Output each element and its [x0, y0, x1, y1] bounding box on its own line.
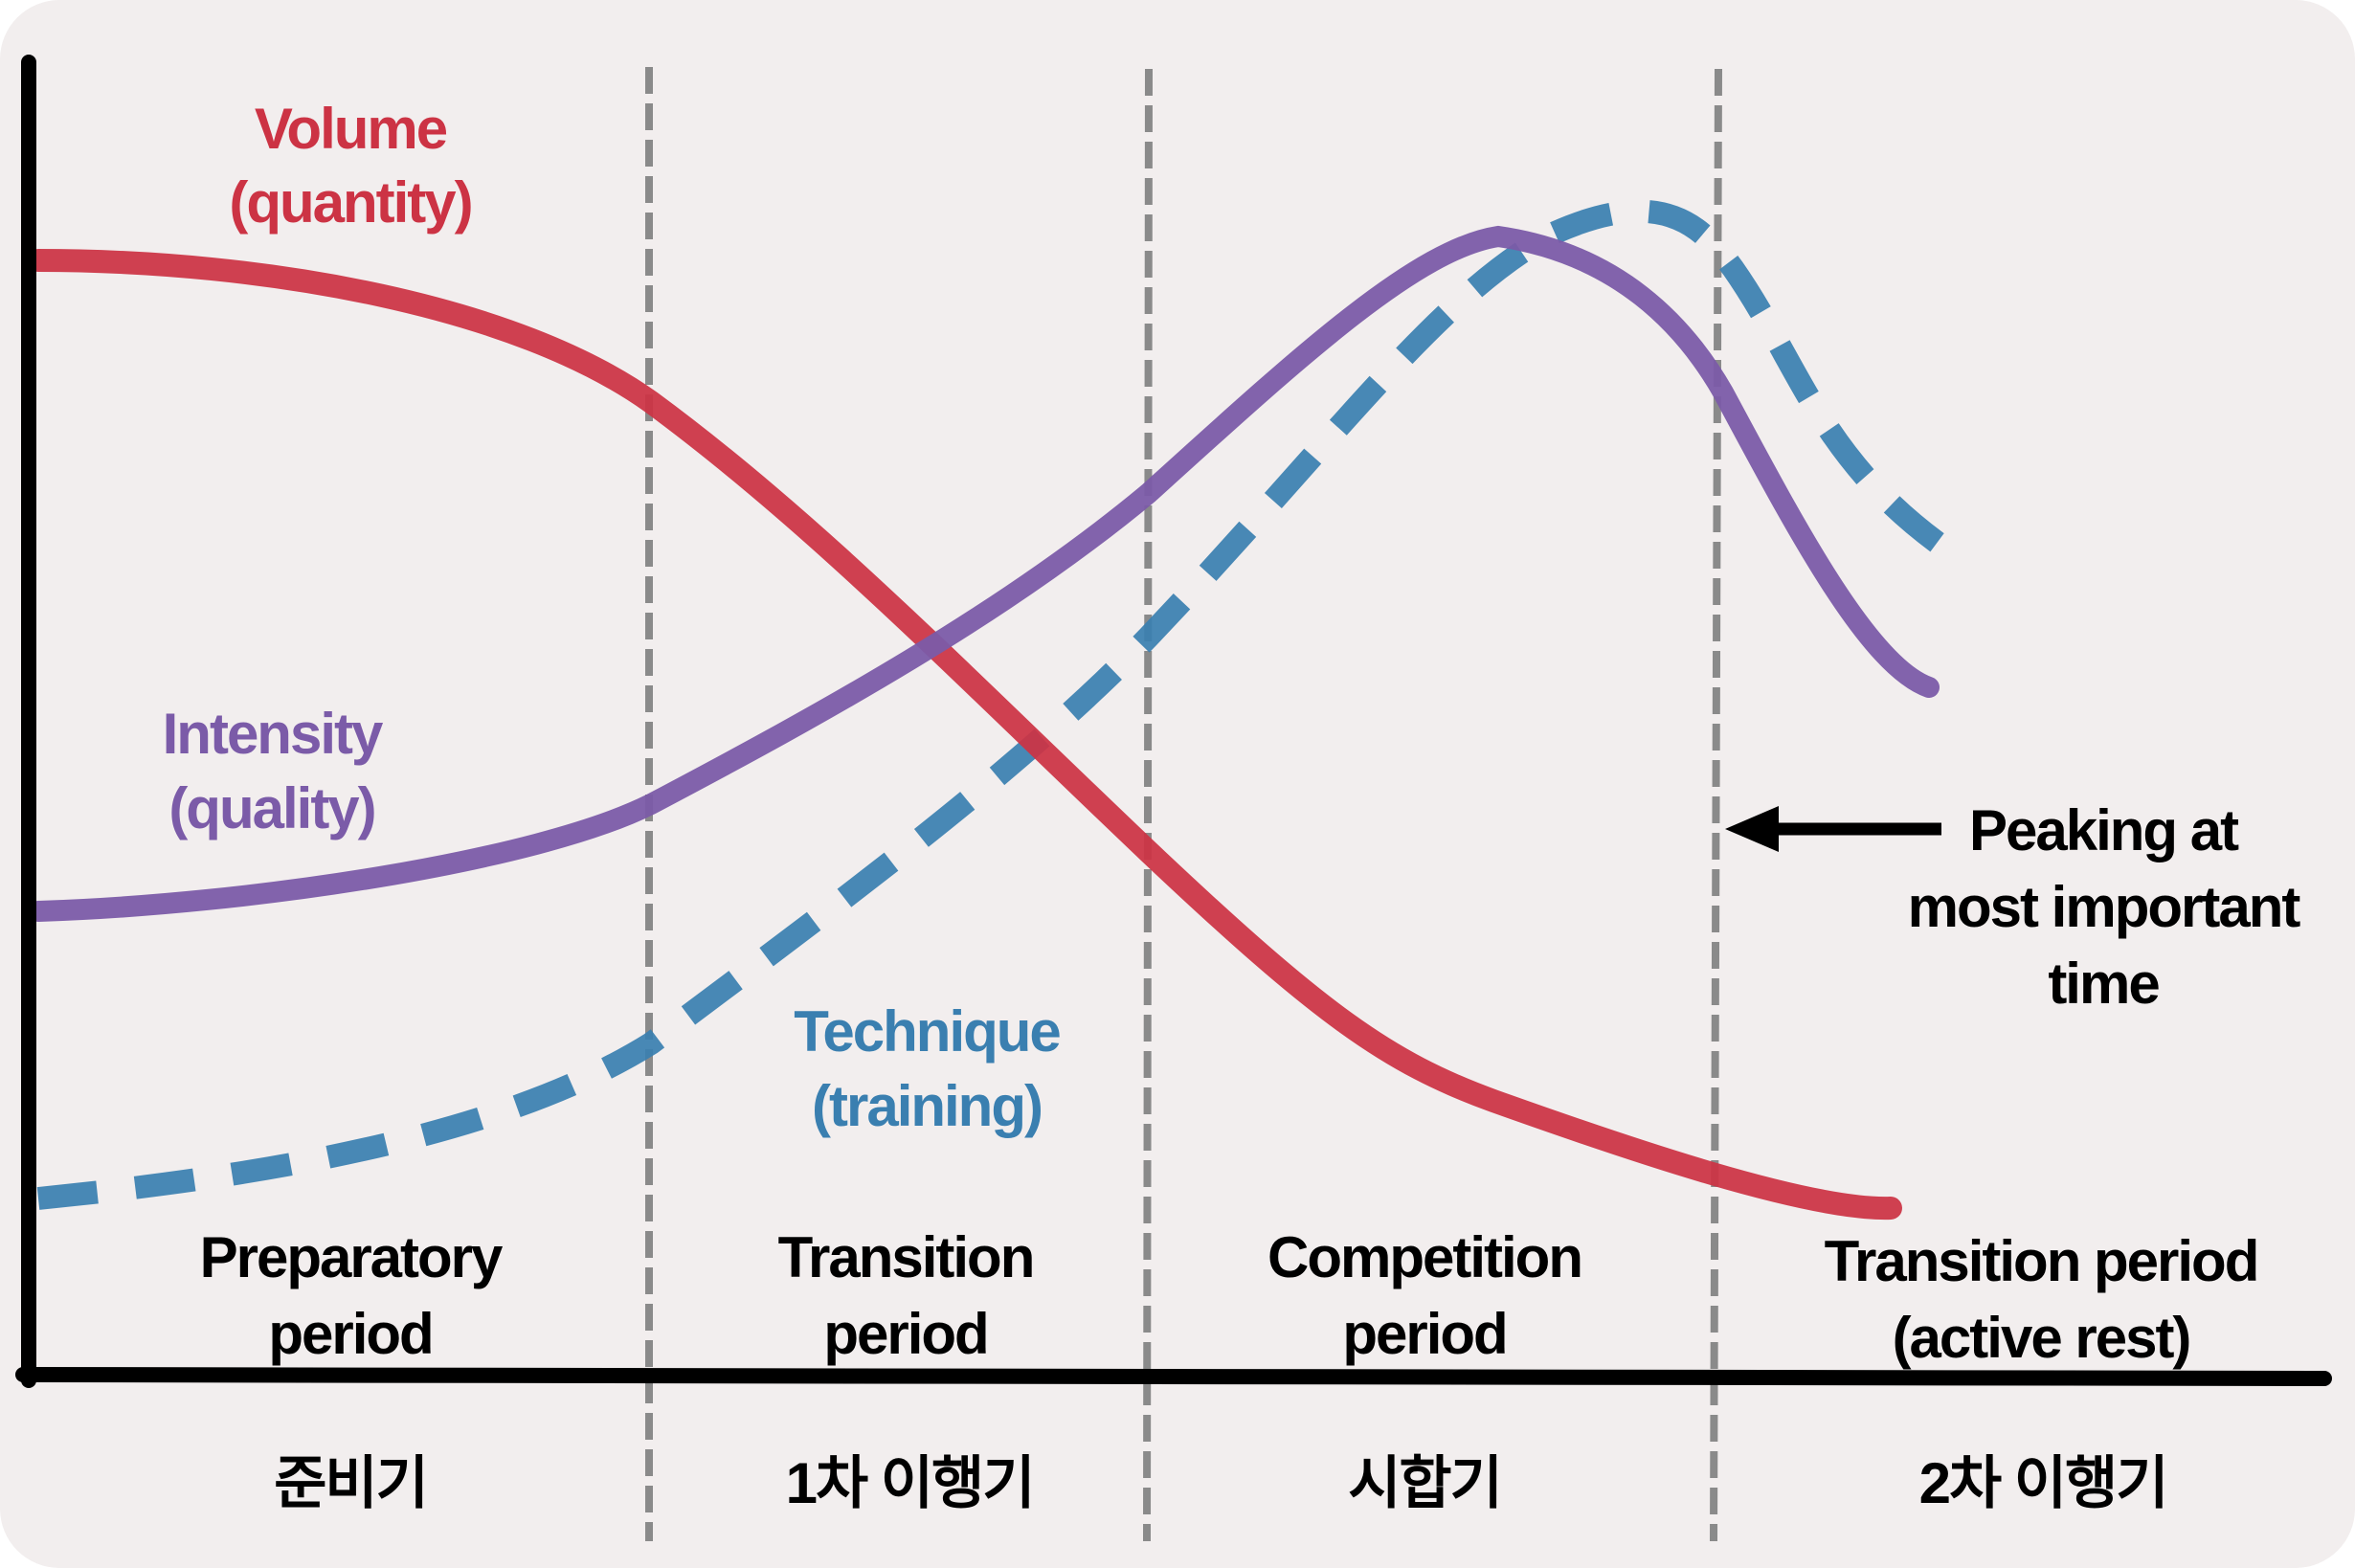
divider-3 — [1710, 68, 1722, 1542]
intensity-label-line1: Intensity — [163, 702, 384, 766]
annotation-text-line3: time — [2048, 952, 2159, 1016]
intensity-label-line2: (quality) — [168, 776, 374, 840]
period-4-korean-label: 2차 이행기 — [1919, 1451, 2167, 1515]
period-2-korean-label: 1차 이행기 — [786, 1451, 1034, 1515]
period-1-korean-label: 준비기 — [274, 1451, 427, 1515]
technique-line — [36, 199, 1955, 1210]
divider-2 — [1143, 68, 1153, 1542]
period-1-label-line2: period — [268, 1302, 432, 1366]
volume-label-line2: (quantity) — [229, 170, 471, 235]
intensity-line — [28, 225, 1940, 922]
technique-label-line2: (training) — [812, 1074, 1042, 1138]
annotation-text-line2: most important — [1908, 875, 2301, 939]
period-1-label-line1: Preparatory — [200, 1225, 504, 1289]
annotation-text-line1: Peaking at — [1969, 798, 2239, 862]
period-3-label-line1: Competition — [1267, 1225, 1581, 1289]
period-2-label-line1: Transition — [778, 1225, 1034, 1289]
period-4-label-line1: Transition period — [1825, 1229, 2258, 1293]
period-2-label-line2: period — [823, 1302, 987, 1366]
technique-label-line1: Technique — [794, 999, 1060, 1064]
period-4-label-line2: (active rest) — [1893, 1306, 2190, 1370]
x-axis — [15, 1367, 2332, 1386]
annotation-arrow-head — [1725, 806, 1779, 852]
period-3-label-line2: period — [1342, 1302, 1506, 1366]
period-3-korean-label: 시합기 — [1348, 1451, 1501, 1515]
volume-label-line1: Volume — [255, 97, 447, 161]
volume-line — [27, 249, 1902, 1221]
